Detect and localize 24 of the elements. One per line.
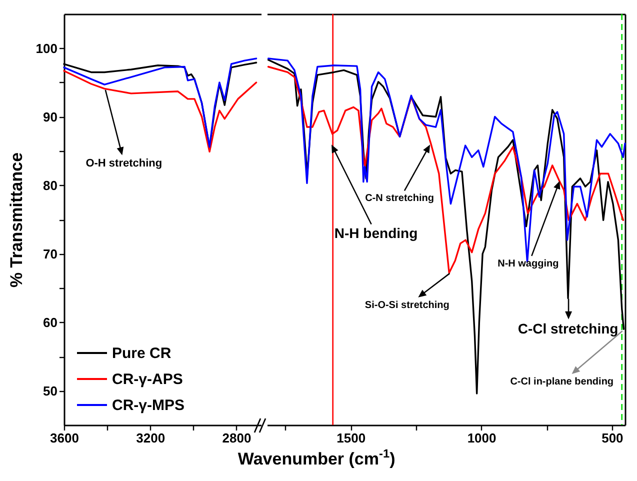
annotation: O-H stretching <box>86 157 162 170</box>
x-tick-label: 1500 <box>336 430 366 446</box>
annotation: N-H bending <box>334 225 418 242</box>
legend-label: CR-γ-MPS <box>112 397 185 414</box>
legend-label: Pure CR <box>112 345 172 362</box>
x-tick-label: 500 <box>602 430 624 446</box>
annotation: Si-O-Si stretching <box>364 300 450 311</box>
y-tick-label: 90 <box>43 109 58 124</box>
y-tick-label: 50 <box>43 383 58 398</box>
y-tick-label: 70 <box>43 246 58 262</box>
y-tick-label: 100 <box>36 40 58 56</box>
legend-label: CR-γ-APS <box>112 371 183 388</box>
annotation: C-N stretching <box>365 193 434 204</box>
x-tick-label: 3200 <box>136 430 166 446</box>
annotation: N-H wagging <box>498 258 559 270</box>
x-tick-label: 1000 <box>467 430 496 446</box>
x-tick-label: 3600 <box>50 430 79 446</box>
x-tick-label: 2800 <box>222 430 252 446</box>
x-axis-title: Wavenumber (cm$^{-1}$) <box>238 446 396 468</box>
y-tick-label: 80 <box>43 178 58 193</box>
y-tick-label: 60 <box>43 314 58 330</box>
annotation: C-Cl in-plane bending <box>510 376 614 388</box>
annotation: C-Cl stretching <box>518 320 618 336</box>
y-axis-title: % Transmittance <box>6 152 26 288</box>
